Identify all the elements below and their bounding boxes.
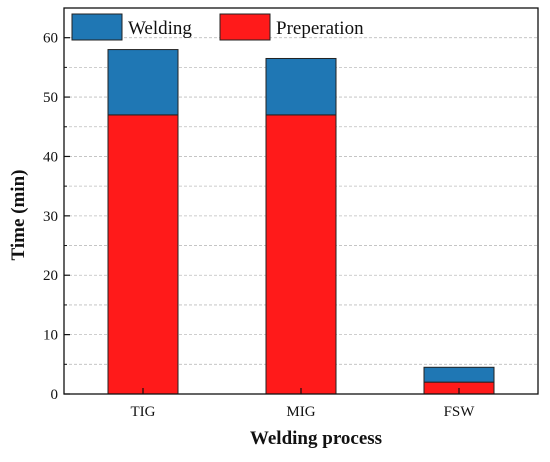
y-tick-label: 40 bbox=[43, 149, 58, 165]
bar-preperation-mig bbox=[265, 114, 337, 395]
y-tick-label: 50 bbox=[43, 90, 58, 106]
y-tick-label: 10 bbox=[43, 328, 58, 344]
y-tick-label: 60 bbox=[43, 31, 58, 47]
legend-swatch-welding bbox=[71, 13, 123, 41]
bar-welding-tig bbox=[107, 49, 179, 116]
legend-label-welding: Welding bbox=[128, 18, 192, 39]
bar-welding-mig bbox=[265, 57, 337, 116]
legend-swatch-preperation bbox=[219, 13, 271, 41]
y-axis-title: Time (min) bbox=[8, 170, 29, 261]
legend: Welding Preperation bbox=[71, 13, 364, 41]
x-axis: TIG MIG FSW bbox=[131, 388, 476, 420]
bar-preperation-tig bbox=[107, 114, 179, 395]
y-axis: 0 10 20 30 40 50 60 bbox=[43, 31, 70, 403]
y-tick-label: 20 bbox=[43, 268, 58, 284]
y-tick-label: 30 bbox=[43, 209, 58, 225]
x-axis-title: Welding process bbox=[250, 428, 382, 449]
bar-welding-fsw bbox=[423, 366, 495, 383]
x-tick-label: TIG bbox=[131, 404, 156, 420]
legend-label-preperation: Preperation bbox=[276, 18, 364, 39]
x-tick-label: MIG bbox=[286, 404, 315, 420]
x-tick-label: FSW bbox=[444, 404, 476, 420]
y-tick-label: 0 bbox=[51, 387, 59, 403]
bars bbox=[107, 49, 495, 395]
